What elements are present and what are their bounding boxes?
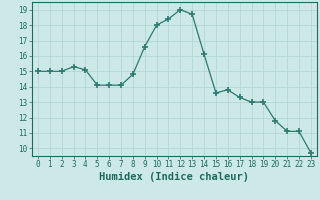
X-axis label: Humidex (Indice chaleur): Humidex (Indice chaleur): [100, 172, 249, 182]
